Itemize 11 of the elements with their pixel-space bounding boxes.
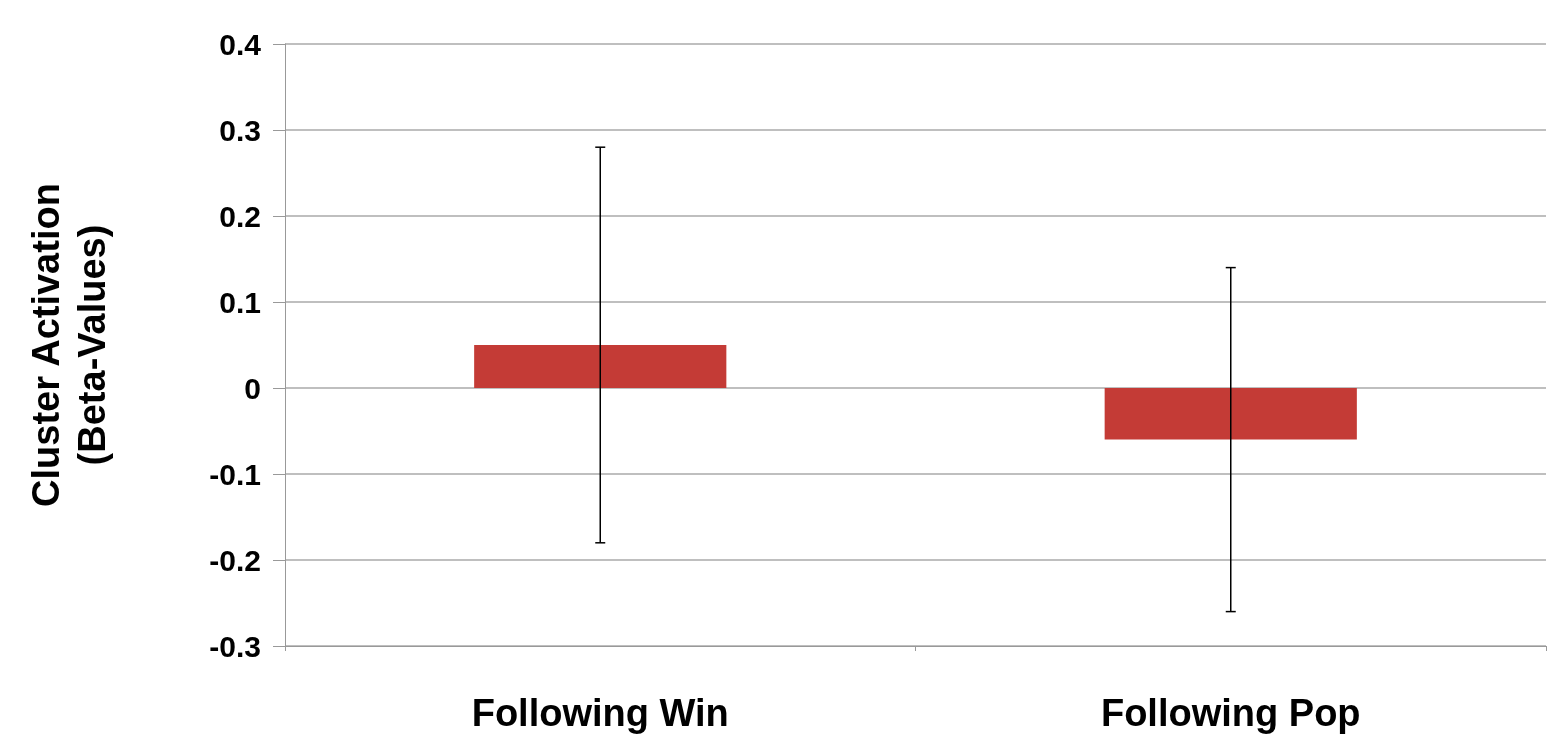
y-tick-label: 0.1 — [219, 285, 261, 319]
y-tick-label: 0.3 — [219, 113, 261, 147]
x-tick-label: Following Win — [471, 692, 729, 734]
y-tick-label: -0.1 — [209, 457, 261, 491]
y-tick-label: 0.2 — [219, 199, 261, 233]
x-tick-label: Following Pop — [1100, 692, 1361, 734]
y-tick-label: 0.4 — [219, 27, 262, 61]
y-tick-label: 0 — [244, 371, 261, 405]
y-axis-title: Cluster Activation (Beta-Values) — [25, 183, 113, 507]
y-tick-label: -0.3 — [209, 629, 261, 663]
y-tick-label: -0.2 — [209, 543, 261, 577]
